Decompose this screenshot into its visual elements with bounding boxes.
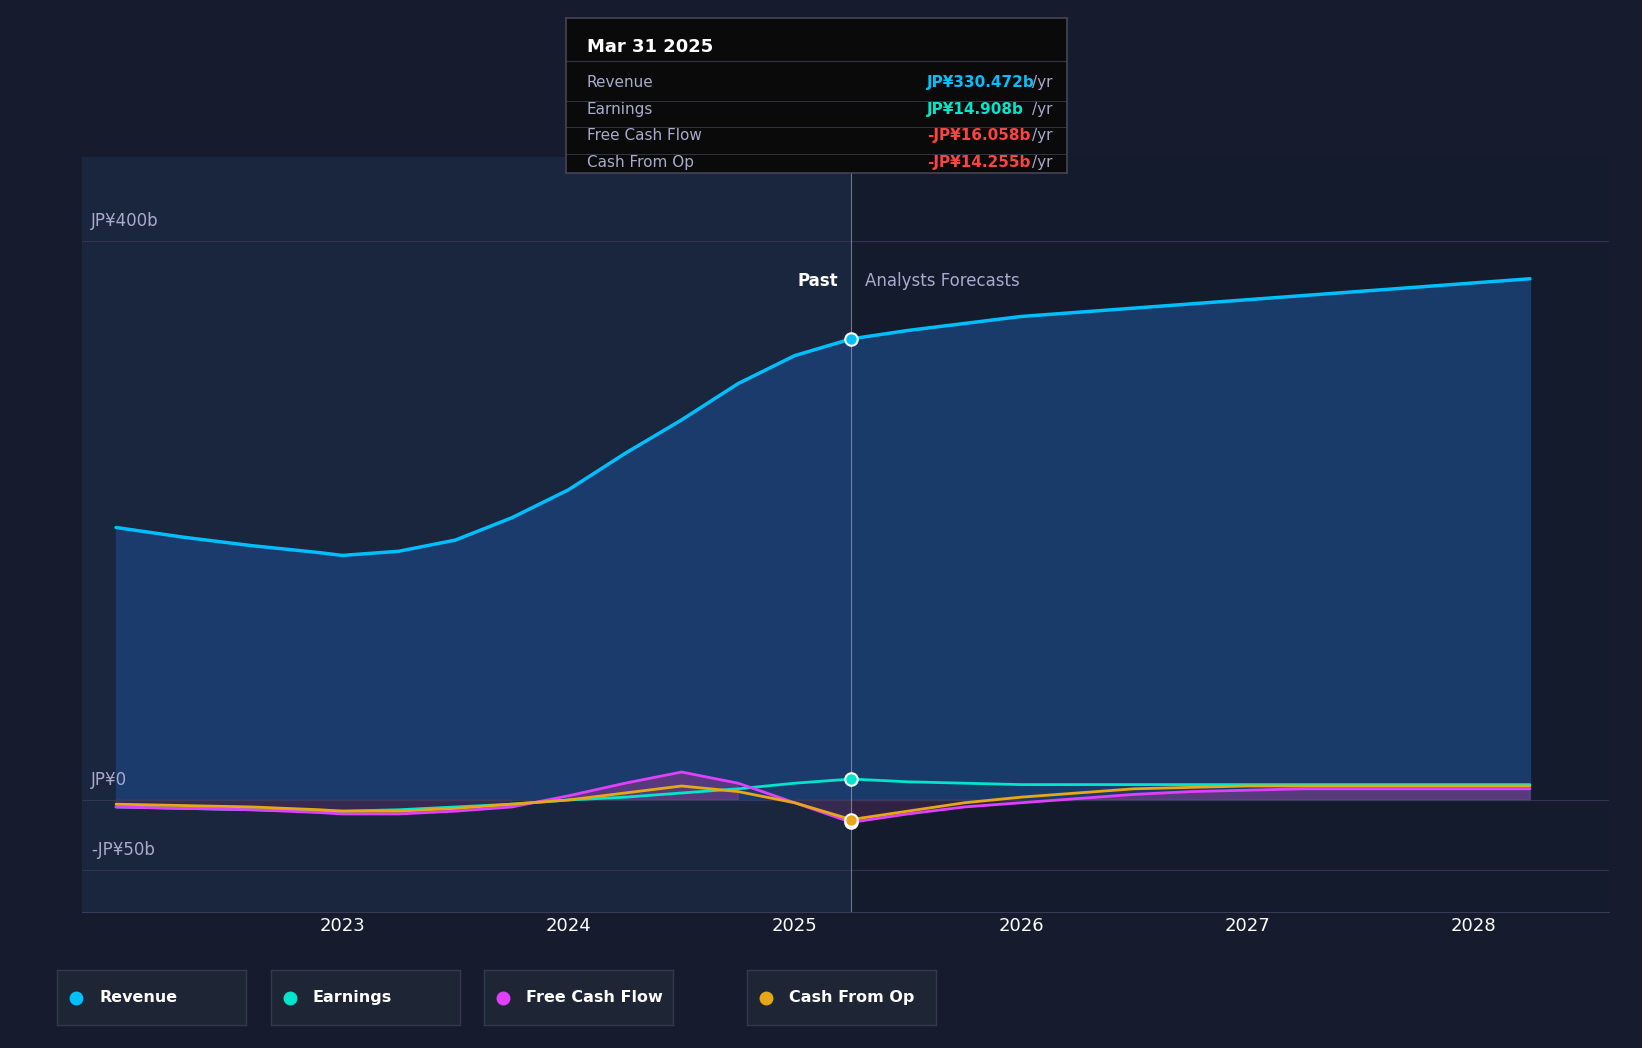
- Text: Cash From Op: Cash From Op: [788, 990, 915, 1005]
- Text: /yr: /yr: [1031, 154, 1053, 170]
- Text: /yr: /yr: [1031, 128, 1053, 144]
- Bar: [82, 157, 851, 912]
- Text: Analysts Forecasts: Analysts Forecasts: [865, 271, 1020, 290]
- Text: JP¥14.908b: JP¥14.908b: [928, 102, 1025, 116]
- Text: -JP¥14.255b: -JP¥14.255b: [928, 154, 1031, 170]
- Text: Earnings: Earnings: [312, 990, 392, 1005]
- Text: Mar 31 2025: Mar 31 2025: [586, 38, 713, 56]
- Text: JP¥400b: JP¥400b: [92, 212, 159, 230]
- Text: Revenue: Revenue: [99, 990, 177, 1005]
- Text: Earnings: Earnings: [586, 102, 654, 116]
- Text: Free Cash Flow: Free Cash Flow: [525, 990, 663, 1005]
- Text: Past: Past: [796, 271, 837, 290]
- Text: Revenue: Revenue: [586, 75, 654, 90]
- Text: Free Cash Flow: Free Cash Flow: [586, 128, 701, 144]
- Text: JP¥330.472b: JP¥330.472b: [928, 75, 1034, 90]
- Text: /yr: /yr: [1031, 75, 1053, 90]
- Text: -JP¥16.058b: -JP¥16.058b: [928, 128, 1031, 144]
- Bar: [851, 157, 1609, 912]
- Text: Cash From Op: Cash From Op: [586, 154, 693, 170]
- Text: -JP¥50b: -JP¥50b: [92, 840, 154, 858]
- Text: JP¥0: JP¥0: [92, 770, 128, 789]
- Text: /yr: /yr: [1031, 102, 1053, 116]
